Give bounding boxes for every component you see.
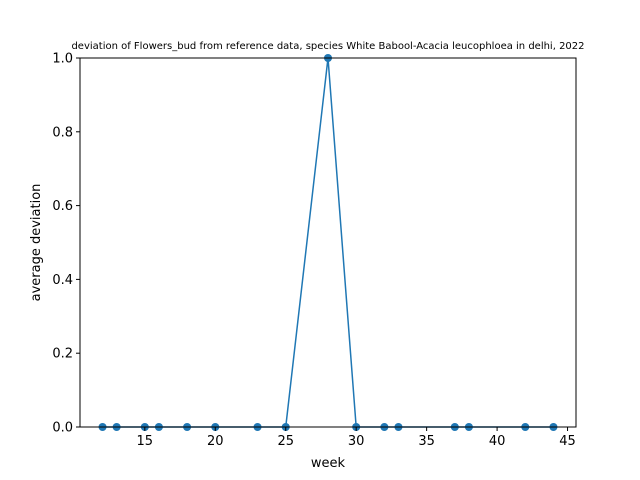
y-axis: 0.0 0.2 0.4 0.6 0.8 1.0: [52, 52, 80, 436]
y-tick-label: 0.0: [52, 421, 73, 436]
x-axis: 15 20 25 30 35 40 45: [137, 427, 576, 449]
series-line: [102, 57, 554, 428]
x-tick-label: 35: [418, 434, 435, 449]
y-axis-label: average deviation: [29, 184, 44, 302]
y-tick-label: 0.6: [52, 199, 73, 214]
y-tick-label: 1.0: [52, 52, 73, 67]
x-tick-label: 45: [559, 434, 576, 449]
y-tick-label: 0.8: [52, 125, 73, 140]
y-tick-label: 0.4: [52, 273, 73, 288]
x-tick-label: 40: [489, 434, 506, 449]
y-tick-label: 0.2: [52, 347, 73, 362]
x-tick-label: 25: [277, 434, 294, 449]
chart-title: deviation of Flowers_bud from reference …: [71, 41, 584, 52]
plot-area: [98, 54, 558, 431]
x-tick-label: 15: [137, 434, 154, 449]
x-axis-label: week: [311, 456, 346, 471]
plot-frame: [79, 57, 577, 428]
x-tick-label: 30: [348, 434, 365, 449]
x-tick-label: 20: [207, 434, 224, 449]
